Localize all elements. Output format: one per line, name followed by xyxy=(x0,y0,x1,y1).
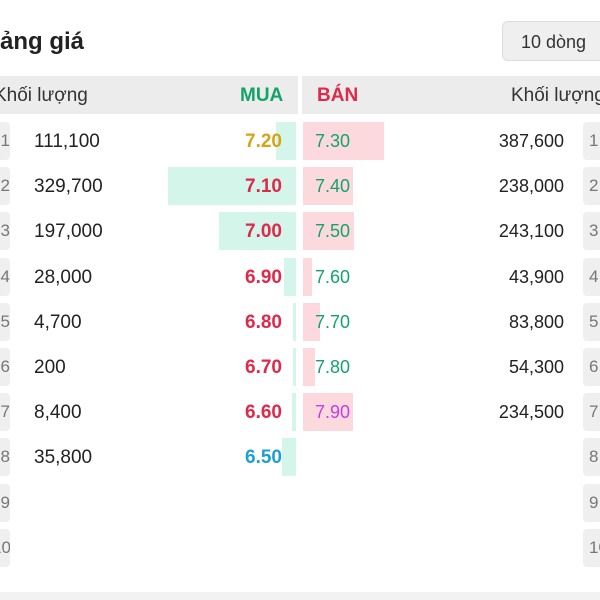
row-index-left: 4 xyxy=(0,258,10,296)
buy-volume-bar xyxy=(219,212,296,250)
row-index-right: 3 xyxy=(583,212,600,250)
sell-volume-header: Khối lượng xyxy=(511,85,600,106)
buy-volume: 4,700 xyxy=(34,312,82,333)
row-index-left: 10 xyxy=(0,529,10,567)
row-index-right: 7 xyxy=(583,393,600,431)
row-index-left: 5 xyxy=(0,303,10,341)
sell-volume: 54,300 xyxy=(508,357,564,377)
row-index-right: 9 xyxy=(583,484,600,522)
buy-volume: 329,700 xyxy=(34,176,103,197)
buy-price[interactable]: 6.60 xyxy=(245,402,282,423)
row-index-left: 3 xyxy=(0,212,10,250)
sell-volume: 43,900 xyxy=(508,267,564,287)
sell-volume-bar xyxy=(303,393,353,431)
buy-volume: 197,000 xyxy=(34,221,103,242)
sell-volume-bar xyxy=(303,348,315,386)
sell-volume: 387,600 xyxy=(498,131,564,151)
buy-volume-header: Khối lượng xyxy=(0,85,88,106)
sell-volume: 243,100 xyxy=(498,221,564,241)
sell-price[interactable]: 7.60 xyxy=(315,267,351,287)
row-index-right: 2 xyxy=(583,167,600,205)
sell-volume-bar xyxy=(303,122,384,160)
sell-volume-bar xyxy=(303,167,353,205)
sell-price[interactable]: 7.90 xyxy=(315,402,351,422)
row-index-right: 4 xyxy=(583,258,600,296)
sell-volume-bar xyxy=(303,303,320,341)
buy-volume: 111,100 xyxy=(34,131,100,152)
sell-price[interactable]: 7.40 xyxy=(315,176,351,196)
buy-volume: 200 xyxy=(34,357,66,378)
buy-volume-bar xyxy=(276,122,296,160)
bottom-divider xyxy=(0,592,600,600)
buy-volume: 35,800 xyxy=(34,447,93,468)
row-index-left: 9 xyxy=(0,484,10,522)
buy-price[interactable]: 6.50 xyxy=(245,447,282,468)
sell-volume: 238,000 xyxy=(498,176,564,196)
row-index-right: 8 xyxy=(583,438,600,476)
row-index-right: 10 xyxy=(583,529,600,567)
sell-price[interactable]: 7.70 xyxy=(315,312,351,332)
buy-volume: 28,000 xyxy=(34,267,93,288)
buy-volume-bar xyxy=(292,393,296,431)
sell-price[interactable]: 7.50 xyxy=(315,221,351,241)
row-index-right: 1 xyxy=(583,122,600,160)
page-title: ảng giá xyxy=(0,28,85,55)
sell-volume-bar xyxy=(303,212,354,250)
buy-price[interactable]: 7.20 xyxy=(245,131,282,152)
sell-header: BÁN xyxy=(317,85,359,106)
rows-count-button[interactable]: 10 dòng xyxy=(502,21,600,61)
buy-header-bar xyxy=(0,76,298,114)
buy-price[interactable]: 7.10 xyxy=(245,176,282,197)
sell-price[interactable]: 7.30 xyxy=(315,131,351,151)
row-index-left: 1 xyxy=(0,122,10,160)
buy-header: MUA xyxy=(240,85,284,106)
sell-header-bar xyxy=(302,76,600,114)
buy-volume: 8,400 xyxy=(34,402,82,423)
buy-price[interactable]: 6.80 xyxy=(245,312,282,333)
buy-price[interactable]: 6.90 xyxy=(245,267,282,288)
buy-volume-bar xyxy=(293,303,296,341)
buy-volume-bar xyxy=(293,348,296,386)
buy-volume-bar xyxy=(284,258,296,296)
row-index-left: 8 xyxy=(0,438,10,476)
sell-volume-bar xyxy=(303,258,312,296)
buy-price[interactable]: 6.70 xyxy=(245,357,282,378)
row-index-left: 2 xyxy=(0,167,10,205)
buy-volume-bar xyxy=(168,167,296,205)
row-index-right: 6 xyxy=(583,348,600,386)
buy-volume-bar xyxy=(282,438,296,476)
row-index-left: 6 xyxy=(0,348,10,386)
sell-volume: 234,500 xyxy=(498,402,564,422)
row-index-right: 5 xyxy=(583,303,600,341)
sell-price[interactable]: 7.80 xyxy=(315,357,351,377)
row-index-left: 7 xyxy=(0,393,10,431)
sell-volume: 83,800 xyxy=(508,312,564,332)
buy-price[interactable]: 7.00 xyxy=(245,221,282,242)
